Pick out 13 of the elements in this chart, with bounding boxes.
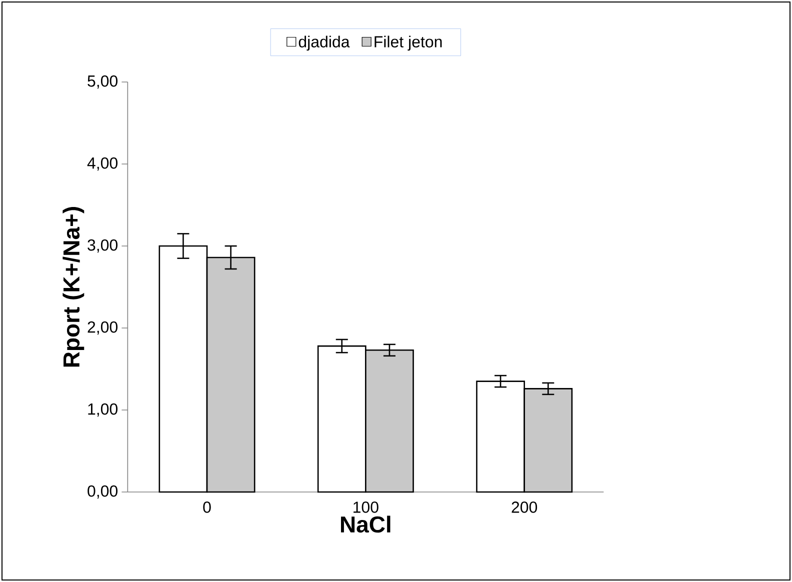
x-tick-label: 200: [512, 502, 538, 513]
y-tick-label: 3,00: [88, 239, 118, 253]
y-tick-label: 2,00: [88, 321, 118, 335]
y-axis-title: Rport (K+/Na+): [62, 207, 84, 367]
y-tick-label: 0,00: [88, 485, 118, 499]
y-tick-label: 1,00: [88, 403, 118, 417]
x-tick-label: 0: [203, 502, 211, 513]
legend-label: Filet jeton: [374, 36, 442, 51]
y-tick-label: 5,00: [88, 75, 118, 89]
x-tick-label: 100: [354, 502, 378, 513]
x-axis-title: NaCl: [341, 516, 390, 533]
y-tick-label: 4,00: [87, 157, 118, 171]
legend-label: djadida: [298, 36, 350, 51]
